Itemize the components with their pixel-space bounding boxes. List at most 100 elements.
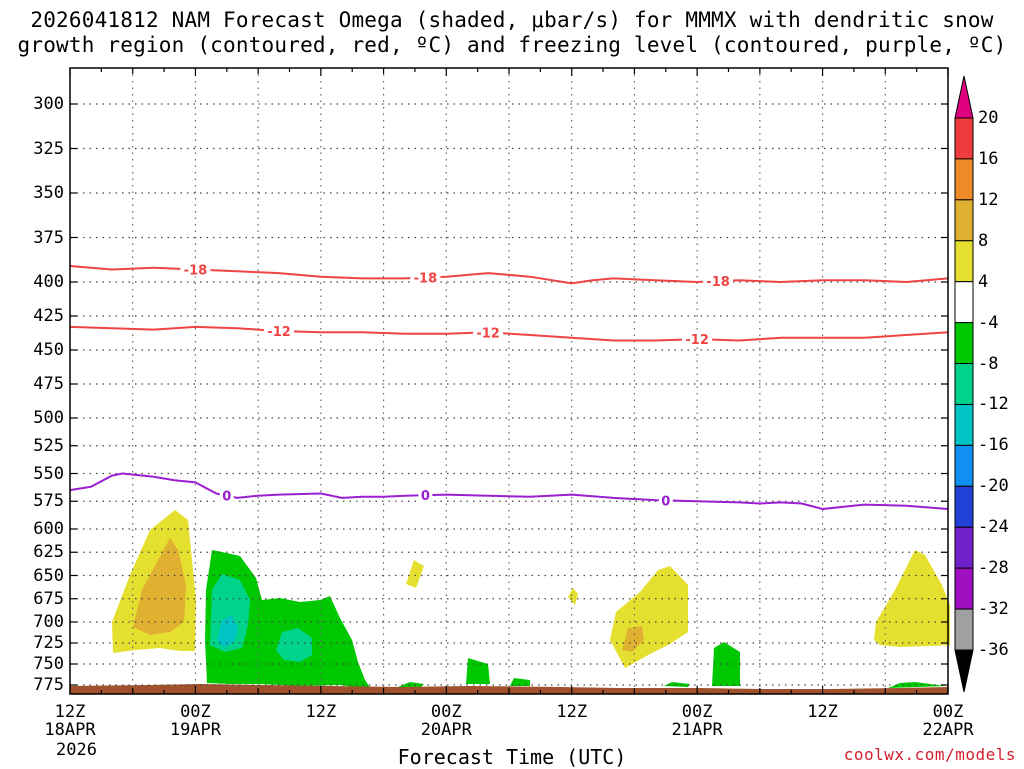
omega-negative-region-3 (276, 628, 312, 662)
y-tick-label: 725 (33, 633, 64, 653)
y-tick-label: 475 (33, 374, 64, 394)
y-tick-label: 650 (33, 565, 64, 586)
axis-ticks (69, 68, 949, 694)
chart-title-line2: growth region (contoured, red, ºC) and f… (17, 33, 1007, 57)
colorbar-label: -32 (978, 599, 1009, 620)
omega-positive-core-1 (133, 538, 186, 635)
y-tick-label: 575 (33, 491, 64, 512)
chart-title-line1: 2026041812 NAM Forecast Omega (shaded, μ… (30, 8, 994, 32)
x-tick-label-date: 21APR (671, 720, 723, 740)
omega-negative-region-7 (712, 642, 740, 686)
colorbar-top-arrow (954, 75, 974, 119)
x-tick-label-time: 00Z (681, 702, 713, 722)
colorbar-label: -20 (978, 476, 1009, 497)
omega-negative-region-9 (888, 682, 946, 688)
contour-label-1-0: -12 (267, 325, 291, 340)
contour-label-0-0: -18 (184, 264, 208, 279)
omega-negative-region-6 (398, 682, 424, 688)
y-tick-label: 750 (33, 654, 64, 674)
contour-line-1 (69, 325, 949, 342)
contour-label-bg-1-0 (264, 323, 295, 338)
y-tick-label: 775 (33, 675, 64, 695)
contour-label-bg-0-2 (703, 274, 734, 289)
colorbar-swatch-10 (954, 526, 974, 569)
colorbar-label: 8 (978, 230, 989, 251)
grid-lines (70, 68, 948, 694)
y-tick-label: 625 (33, 542, 64, 563)
y-tick-label: 300 (33, 94, 64, 114)
contour-label-1-1: -12 (476, 326, 500, 341)
x-tick-label-time: 12Z (305, 702, 337, 722)
colorbar-label: -8 (978, 353, 999, 374)
colorbar-label: -12 (978, 394, 1009, 415)
colorbar-swatch-5 (954, 322, 974, 365)
contour-label-0-1: -18 (414, 272, 438, 287)
omega-positive-region-4 (610, 566, 688, 668)
colorbar-swatch-6 (954, 363, 974, 405)
colorbar-label: 12 (978, 189, 999, 210)
year-label: 2026 (56, 740, 97, 760)
omega-positive-region-5 (874, 550, 950, 647)
omega-positive-region-3 (568, 588, 578, 605)
y-tick-label: 600 (33, 519, 64, 539)
colorbar-swatch-3 (954, 240, 974, 283)
contour-label-2-2: 0 (661, 494, 670, 509)
x-axis-title: Forecast Time (UTC) (397, 745, 627, 769)
y-tick-label: 325 (33, 138, 64, 159)
colorbar-swatch-12 (954, 608, 974, 651)
contour-label-bg-1-1 (473, 325, 504, 340)
contour-label-2-1: 0 (421, 489, 430, 504)
y-tick-label: 350 (33, 183, 64, 203)
y-tick-label: 375 (33, 227, 64, 248)
omega-positive-region-2 (406, 560, 424, 588)
colorbar-swatch-9 (954, 485, 974, 528)
omega-negative-region-5 (510, 678, 530, 686)
credit-link[interactable]: coolwx.com/models (843, 745, 1016, 764)
colorbar-label: -28 (978, 558, 1009, 579)
colorbar-label: -4 (978, 312, 999, 333)
colorbar-label: 20 (978, 108, 999, 128)
omega-negative-region-4 (466, 658, 490, 684)
x-tick-label-date: 20APR (420, 720, 472, 740)
x-tick-label-time: 12Z (807, 702, 838, 722)
x-tick-label-date: 18APR (44, 720, 96, 740)
y-tick-label: 550 (33, 463, 64, 484)
y-tick-label: 700 (33, 612, 64, 632)
y-tick-label: 400 (33, 272, 64, 292)
omega-positive-core-2 (622, 626, 644, 652)
x-tick-label-time: 12Z (556, 702, 588, 722)
colorbar-label: 4 (978, 271, 989, 292)
y-tick-label: 525 (33, 435, 64, 456)
x-tick-label-time: 00Z (180, 702, 211, 722)
contour-label-2-0: 0 (222, 490, 231, 505)
omega-negative-core-1 (217, 615, 238, 648)
colorbar-swatch-4 (954, 281, 974, 324)
y-tick-label: 675 (33, 588, 64, 609)
contour-label-bg-0-1 (410, 270, 441, 285)
omega-shading-layer (70, 510, 950, 694)
contour-layer: -18 -18 -18 -12 -12 -12 0 0 0 (69, 262, 949, 511)
x-tick-label-date: 19APR (169, 720, 222, 740)
y-tick-label: 425 (33, 306, 64, 326)
colorbar-label: -24 (978, 517, 1009, 538)
y-tick-label: 500 (33, 408, 64, 428)
colorbar-swatch-0 (954, 117, 974, 160)
colorbar-swatch-7 (954, 403, 974, 446)
colorbar-swatch-8 (954, 444, 974, 487)
colorbar-swatch-11 (954, 567, 974, 610)
colorbar-label: -36 (978, 640, 1009, 660)
colorbar (954, 75, 974, 693)
omega-negative-region-1 (205, 550, 372, 690)
colorbar-bottom-arrow (954, 649, 974, 693)
colorbar-swatch-1 (954, 158, 974, 201)
contour-label-bg-1-2 (682, 332, 713, 347)
colorbar-swatch-2 (954, 199, 974, 242)
x-tick-label-date: 22APR (922, 720, 974, 740)
contour-label-bg-2-0 (219, 488, 234, 503)
contour-label-1-2: -12 (685, 333, 709, 348)
colorbar-label: 16 (978, 148, 999, 169)
x-tick-label-time: 00Z (430, 702, 462, 722)
contour-label-bg-2-1 (418, 488, 433, 503)
x-tick-label-time: 12Z (54, 702, 86, 722)
